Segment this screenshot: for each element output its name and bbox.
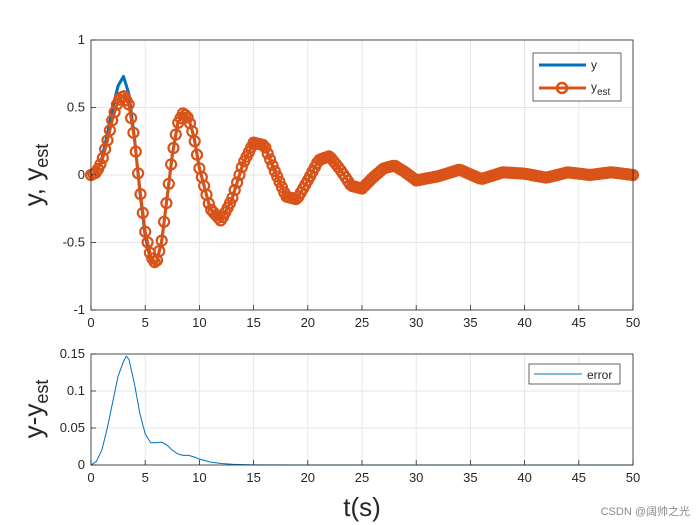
error-xtick-label-7: 35 [463, 470, 477, 485]
error-xtick-label-10: 50 [626, 470, 640, 485]
main-marker-32 [160, 197, 173, 210]
legend-y-label: y [591, 58, 597, 72]
main-marker-34 [165, 158, 178, 171]
main-xtick-label-2: 10 [192, 315, 206, 330]
main-marker-64 [235, 161, 248, 174]
main-marker-9 [106, 114, 119, 127]
main-marker-27 [148, 255, 161, 269]
main-marker-20 [132, 167, 145, 180]
main-marker-74 [259, 141, 272, 154]
error-xtick-label-6: 30 [409, 470, 423, 485]
error-xtick-label-5: 25 [355, 470, 369, 485]
legend-yest-main: y [591, 80, 597, 94]
error-legend: error [528, 363, 621, 385]
main-marker-77 [266, 159, 279, 172]
main-marker-61 [228, 184, 241, 197]
xlabel: t(s) [343, 492, 381, 522]
legend-error-label: error [587, 368, 612, 382]
error-ytick-label-1: 0.05 [60, 420, 85, 435]
main-marker-36 [169, 128, 182, 141]
main-ytick-label-0: -1 [73, 302, 85, 317]
main-ylabel-main: y, y [18, 168, 48, 207]
error-ytick-label-2: 0.1 [67, 383, 85, 398]
main-xtick-label-3: 15 [246, 315, 260, 330]
error-xtick-label-3: 15 [246, 470, 260, 485]
main-marker-50 [202, 197, 215, 210]
main-xtick-label-1: 5 [142, 315, 149, 330]
main-marker-42 [183, 117, 197, 130]
legend-yest-marker [555, 81, 569, 95]
error-ylabel-sub: est [32, 380, 52, 404]
main-xtick-label-8: 40 [517, 315, 531, 330]
error-ytick-label-0: 0 [78, 457, 85, 472]
error-ylabel: y-yest [18, 380, 52, 439]
main-xtick-label-4: 20 [301, 315, 315, 330]
error-xtick-label-4: 20 [301, 470, 315, 485]
main-marker-62 [231, 176, 244, 189]
main-ytick-label-2: 0 [78, 167, 85, 182]
main-xtick-label-6: 30 [409, 315, 423, 330]
main-marker-22 [136, 206, 149, 219]
watermark: CSDN @阔帅之光 [601, 504, 690, 518]
main-marker-60 [226, 191, 239, 204]
main-xtick-label-10: 50 [626, 315, 640, 330]
main-marker-76 [264, 153, 277, 166]
main-xtick-label-9: 45 [572, 315, 586, 330]
main-ylabel: y, yest [18, 144, 52, 207]
main-ytick-label-1: -0.5 [63, 235, 85, 250]
main-ytick-label-4: 1 [78, 32, 85, 47]
legend-yest-label: yest [591, 80, 611, 98]
main-xtick-label-0: 0 [87, 315, 94, 330]
main-marker-30 [155, 234, 168, 247]
main-xtick-label-5: 25 [355, 315, 369, 330]
legend-yest-sub: est [597, 87, 611, 98]
error-xtick-label-1: 5 [142, 470, 149, 485]
main-marker-35 [167, 141, 180, 155]
main-marker-41 [181, 111, 194, 124]
main-marker-16 [122, 98, 135, 111]
main-marker-63 [233, 168, 246, 181]
error-ylabel-main: y-y [18, 404, 48, 439]
main-marker-10 [108, 106, 121, 119]
main-marker-75 [261, 147, 274, 160]
main-marker-4 [94, 158, 107, 171]
main-ylabel-sub: est [32, 144, 52, 168]
main-marker-21 [134, 188, 147, 201]
error-xtick-label-2: 10 [192, 470, 206, 485]
main-marker-44 [188, 135, 201, 148]
main-marker-18 [127, 126, 140, 139]
main-legend-box [532, 52, 622, 102]
main-marker-31 [158, 215, 171, 228]
main-marker-45 [190, 148, 204, 161]
main-marker-19 [129, 145, 142, 158]
main-ytick-label-3: 0.5 [67, 100, 85, 115]
main-marker-33 [162, 177, 175, 190]
error-xtick-label-9: 45 [572, 470, 586, 485]
error-xtick-label-8: 40 [517, 470, 531, 485]
main-xtick-label-7: 35 [463, 315, 477, 330]
error-ytick-label-3: 0.15 [60, 346, 85, 361]
main-marker-17 [125, 111, 138, 125]
main-legend: y yest [532, 52, 622, 102]
error-xtick-label-0: 0 [87, 470, 94, 485]
